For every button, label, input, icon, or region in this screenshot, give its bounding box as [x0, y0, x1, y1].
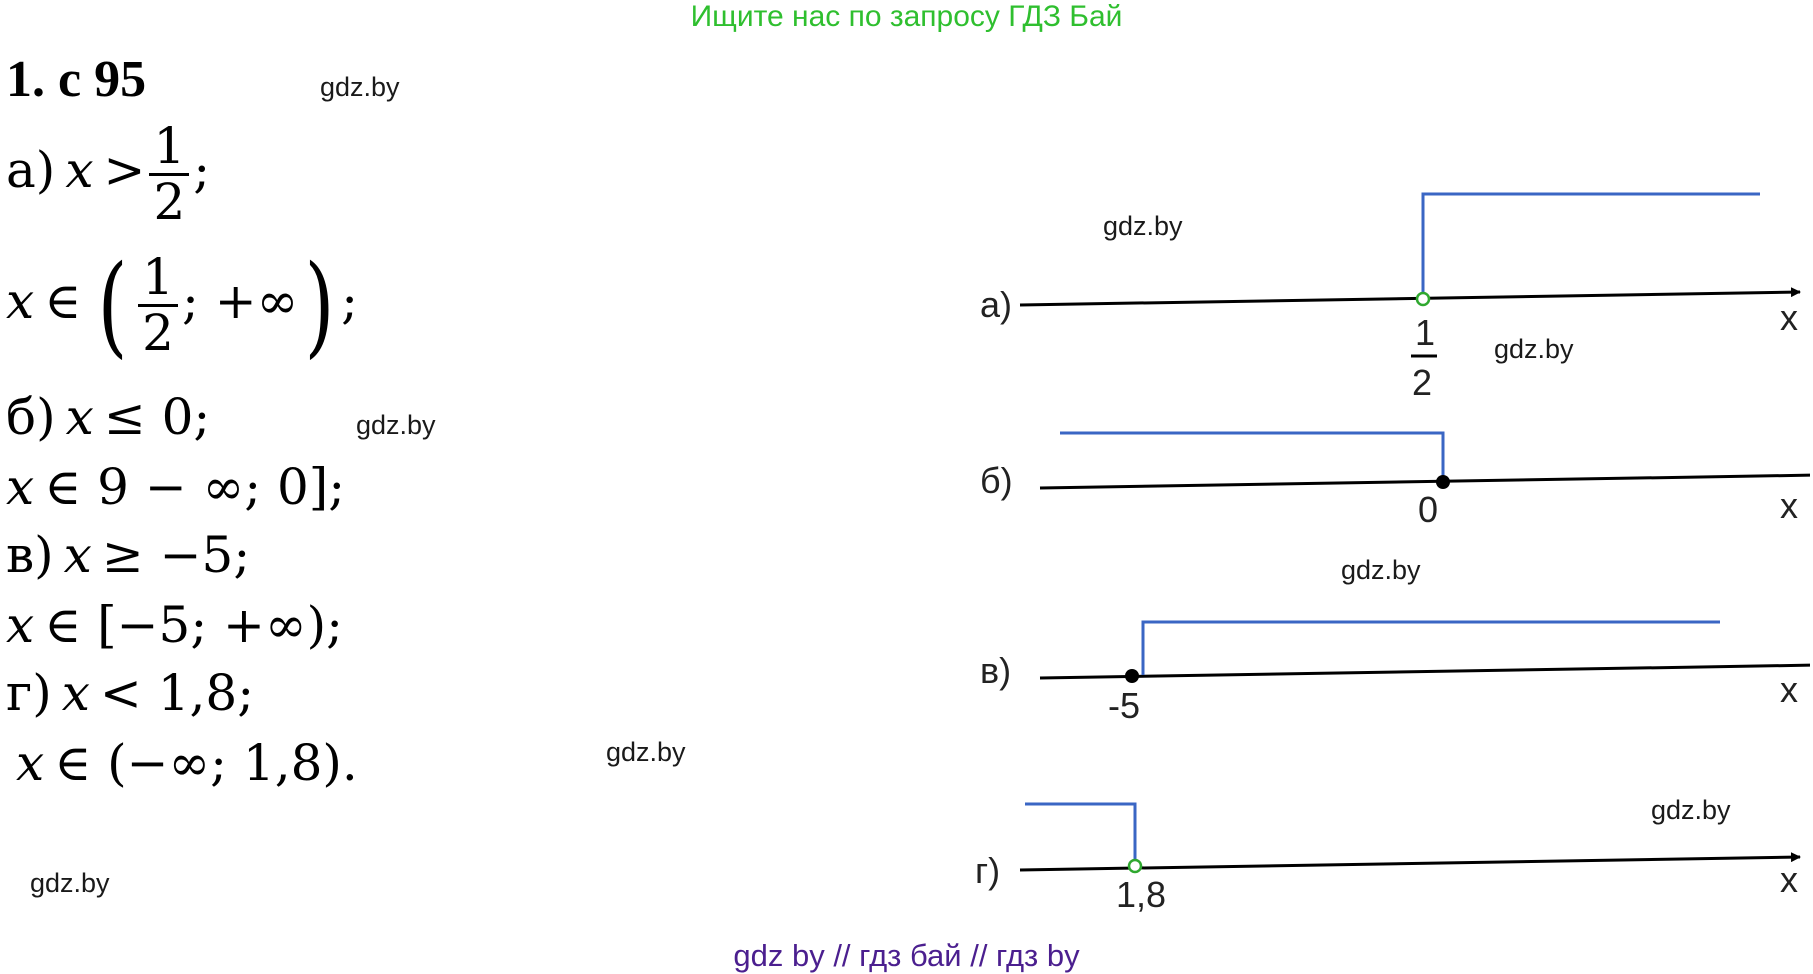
point-label: 0	[1418, 489, 1438, 530]
axis-label: x	[1780, 485, 1798, 526]
open-point	[1415, 291, 1431, 307]
line-c-inequality: в) x ≥ −5;	[6, 526, 251, 584]
line-b-interval: x ∈ 9 − ∞; 0];	[6, 458, 346, 516]
shading-line	[1141, 620, 1720, 675]
point-label: 1,8	[1116, 874, 1166, 915]
footer-links[interactable]: gdz by // гдз бай // гдз by	[733, 938, 1080, 973]
watermark: gdz.by	[320, 72, 400, 102]
filled-point	[1125, 669, 1139, 683]
number-line-label: г)	[975, 850, 1000, 891]
filled-point	[1436, 475, 1450, 489]
watermark: gdz.by	[1651, 795, 1731, 825]
watermark: gdz.by	[30, 868, 110, 898]
axis-label: x	[1780, 669, 1798, 710]
shading-line	[1060, 431, 1445, 482]
point-label-den: 2	[1412, 362, 1432, 403]
open-point	[1127, 858, 1143, 874]
watermark: gdz.by	[356, 410, 436, 440]
axis-label: x	[1780, 297, 1798, 338]
watermark: gdz.by	[1341, 555, 1421, 585]
number-line-d: г) 1,8 x	[975, 802, 1801, 915]
axis-label: x	[1780, 859, 1798, 900]
number-line-label: а)	[980, 284, 1012, 325]
point-label: -5	[1108, 685, 1140, 726]
axis-line	[1019, 852, 1801, 872]
line-d-inequality: г) x < 1,8;	[6, 664, 255, 722]
watermark: gdz.by	[606, 737, 686, 767]
point-label-num: 1	[1415, 312, 1435, 353]
axis-line	[1039, 663, 1810, 680]
watermark: gdz.by	[1494, 334, 1574, 364]
watermark: gdz.by	[1103, 211, 1183, 241]
line-a-inequality: а) x >1 2;	[6, 117, 211, 231]
number-line-label: б)	[980, 460, 1013, 501]
line-c-interval: x ∈ [−5; +∞);	[6, 596, 343, 654]
line-b-inequality: б) x ≤ 0;	[6, 388, 211, 446]
top-banner[interactable]: Ищите нас по запросу ГДЗ Бай	[690, 0, 1123, 33]
number-lines-figure: а) 1 2 x б) 0 x в) -5 x г) 1,8 x	[975, 192, 1810, 915]
number-line-label: в)	[980, 650, 1011, 691]
number-line-b: б) 0 x	[980, 431, 1810, 530]
line-a-interval: x ∈(1 2; +∞);	[6, 241, 359, 369]
axis-line	[1019, 287, 1801, 307]
shading-line	[1421, 192, 1760, 298]
exercise-title: 1. с 95	[6, 51, 147, 108]
number-line-c: в) -5 x	[980, 620, 1810, 726]
number-line-a: а) 1 2 x	[980, 192, 1801, 403]
shading-line	[1025, 802, 1137, 864]
line-d-interval: x ∈ (−∞; 1,8).	[16, 734, 358, 792]
axis-line	[1039, 473, 1810, 490]
